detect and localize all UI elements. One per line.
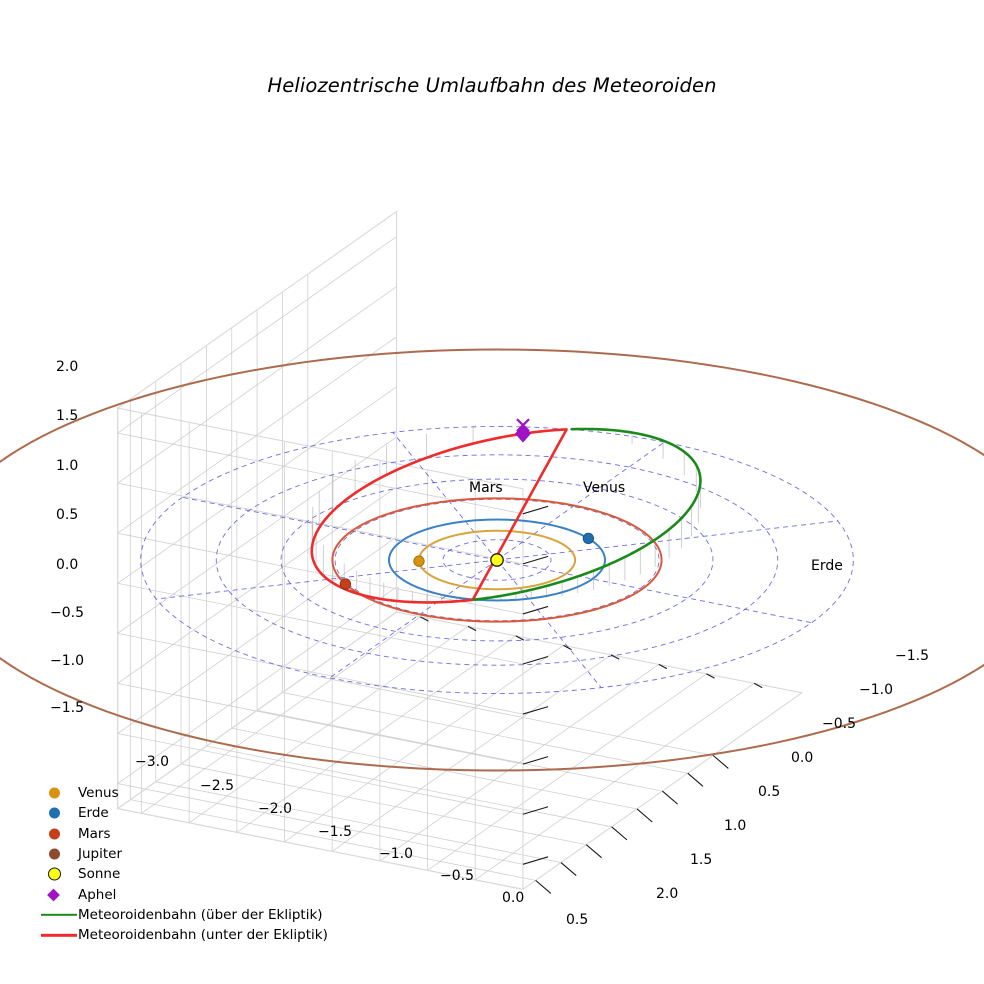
z-tick-label-6: −1.0 — [50, 653, 84, 669]
planet-orbits — [0, 348, 984, 772]
legend-item-meteoroidenbahn[interactable]: Meteoroidenbahn (über der Ekliptik) — [40, 905, 360, 925]
z-tick-label-3: 0.5 — [56, 507, 78, 523]
legend-dot-icon — [48, 787, 60, 799]
annotation-venus: Venus — [583, 480, 625, 496]
orbit-jupiter — [0, 348, 984, 772]
meteoroid-trajectory — [310, 427, 702, 604]
legend-item-venus[interactable]: Venus — [40, 783, 360, 803]
legend-item-sonne[interactable]: Sonne — [40, 864, 360, 884]
legend-label: Meteoroidenbahn (über der Ekliptik) — [78, 906, 323, 923]
legend-dot-icon — [48, 848, 60, 860]
orbit-mars — [331, 497, 663, 623]
legend-label: Mars — [78, 825, 111, 842]
x-tick-label-3: −1.5 — [318, 824, 352, 840]
legend-label: Jupiter — [78, 846, 123, 863]
y-tick-label-2: −0.5 — [822, 716, 856, 732]
trajectory-below-ecliptic — [310, 428, 568, 604]
marker-mars — [339, 578, 352, 590]
legend-label: Meteoroidenbahn (unter der Ekliptik) — [78, 927, 328, 944]
z-tick-label-4: 0.0 — [56, 557, 78, 573]
x-tick-label-7: 0.5 — [566, 912, 588, 928]
y-tick-label-3: 0.0 — [791, 750, 813, 766]
trajectory-droplines — [311, 425, 701, 603]
orbit-venus — [417, 529, 577, 591]
x-tick-label-1: −2.5 — [200, 778, 234, 794]
axes-panes-grid — [116, 210, 804, 890]
trajectory-above-ecliptic — [473, 427, 702, 601]
x-tick-label-5: −0.5 — [440, 868, 474, 884]
z-tick-label-7: −1.5 — [50, 700, 84, 716]
z-tick-label-1: 1.5 — [56, 408, 78, 424]
y-tick-label-5: 1.0 — [724, 818, 746, 834]
legend-label: Sonne — [78, 866, 121, 883]
y-tick-label-4: 0.5 — [758, 784, 780, 800]
z-tick-label-2: 1.0 — [56, 458, 78, 474]
marker-erde — [582, 532, 595, 545]
x-tick-label-6: 0.0 — [502, 890, 524, 906]
aphelion-projection-marker — [516, 418, 530, 432]
x-tick-label-0: −3.0 — [135, 754, 169, 770]
y-tick-label-0: −1.5 — [895, 648, 929, 664]
orbit-erde — [387, 518, 607, 602]
page-title: Heliozentrische Umlaufbahn des Meteoroid… — [267, 74, 717, 97]
legend-label: Venus — [78, 785, 119, 802]
legend-item-aphel[interactable]: Aphel — [40, 884, 360, 904]
legend-item-mars[interactable]: Mars — [40, 824, 360, 844]
marker-venus — [413, 555, 425, 567]
legend-dot-icon — [48, 828, 60, 840]
z-tick-label-5: −0.5 — [50, 605, 84, 621]
y-tick-label-7: 2.0 — [656, 886, 678, 902]
legend-label: Aphel — [78, 886, 117, 903]
axis-tick-marks — [420, 505, 763, 894]
legend-diamond-icon — [47, 888, 60, 901]
legend-dot-icon — [47, 867, 61, 881]
z-tick-label-0: 2.0 — [56, 359, 78, 375]
legend-label: Erde — [78, 805, 109, 822]
x-tick-label-2: −2.0 — [258, 801, 292, 817]
legend-item-meteoroidenbahn[interactable]: Meteoroidenbahn (unter der Ekliptik) — [40, 925, 360, 945]
annotation-erde: Erde — [811, 558, 843, 574]
body-annotations: Mars Venus Erde — [469, 480, 843, 574]
legend-dot-icon — [48, 807, 60, 819]
legend-line-icon — [41, 913, 77, 917]
y-tick-label-6: 1.5 — [690, 852, 712, 868]
x-tick-label-4: −1.0 — [379, 846, 413, 862]
annotation-mars: Mars — [469, 480, 503, 496]
axis-tick-labels: −3.0 −2.5 −2.0 −1.5 −1.0 −0.5 0.0 0.5 −1.5 −1.0 −0… — [50, 359, 929, 928]
legend-item-erde[interactable]: Erde — [40, 803, 360, 823]
y-tick-label-1: −1.0 — [859, 682, 893, 698]
legend: Venus Erde Mars Jupiter Sonne Aphel Meteoroide… — [40, 783, 360, 945]
legend-item-jupiter[interactable]: Jupiter — [40, 844, 360, 864]
body-markers — [339, 418, 595, 590]
legend-line-icon — [41, 934, 77, 937]
marker-sonne — [490, 553, 504, 567]
